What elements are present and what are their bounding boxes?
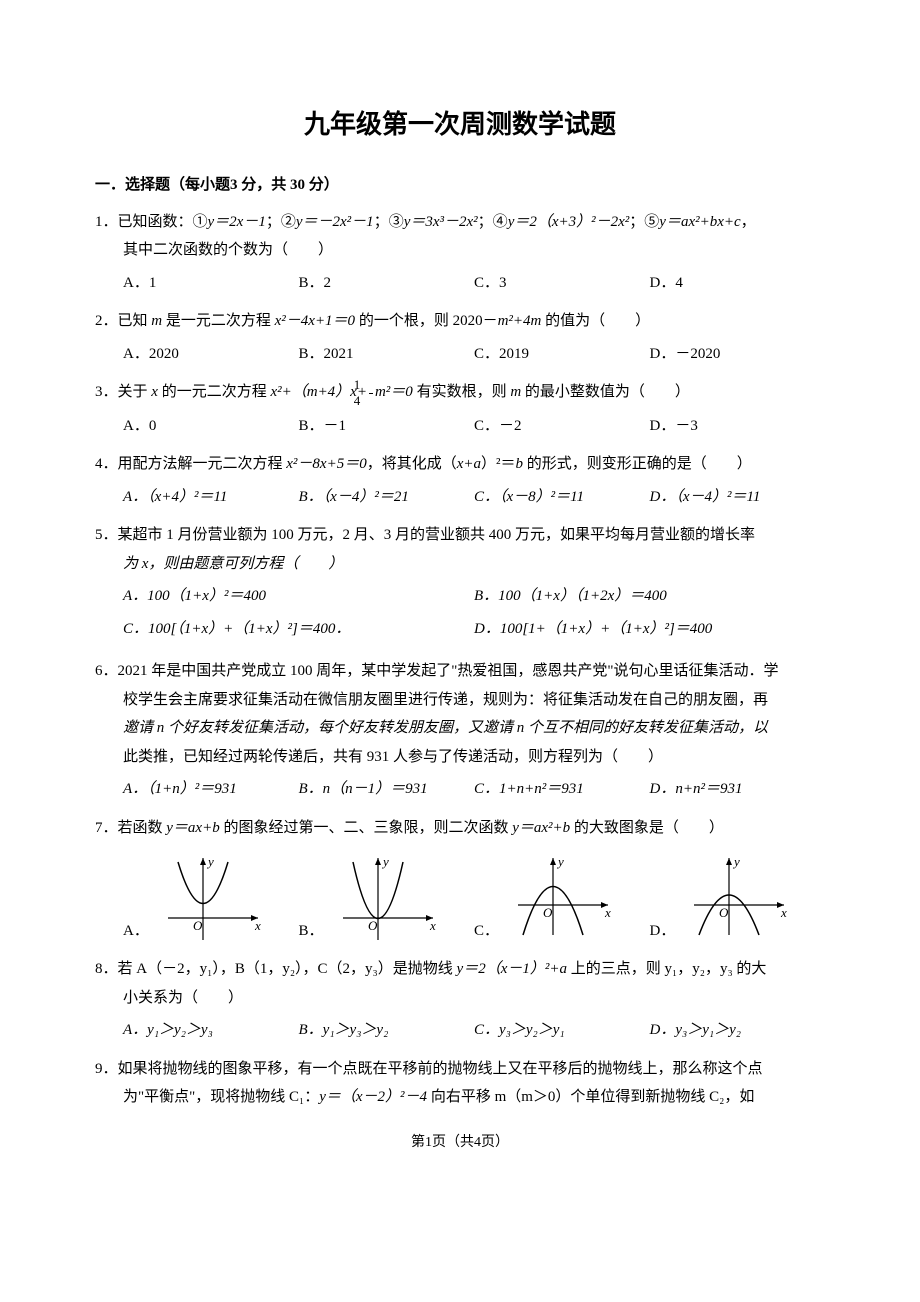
graph-label-d: D．: [650, 917, 676, 946]
option-d: D．－2020: [650, 340, 826, 369]
option-a: A．y₁＞y₂＞y₃: [123, 1016, 299, 1045]
question-9-line2: 为"平衡点"，现将抛物线 C₁：y＝（x－2）²－4 向右平移 m（m＞0）个单…: [95, 1083, 825, 1112]
fraction: 14: [369, 378, 373, 408]
svg-text:O: O: [543, 905, 553, 920]
question-8-text: 8．若 A（－2，y₁），B（1，y₂），C（2，y₃）是抛物线 y＝2（x－1…: [95, 955, 825, 984]
question-3-options: A．0 B．－1 C．－2 D．－3: [95, 412, 825, 441]
question-4-options: A．（x+4）²＝11 B．（x－4）²＝21 C．（x－8）²＝11 D．（x…: [95, 483, 825, 512]
option-c: C．（x－8）²＝11: [474, 483, 650, 512]
question-6-line1: 6．2021 年是中国共产党成立 100 周年，某中学发起了"热爱祖国，感恩共产…: [95, 657, 825, 686]
question-6-line3: 邀请 n 个好友转发征集活动，每个好友转发朋友圈，又邀请 n 个互不相同的好友转…: [95, 714, 825, 743]
graph-label-c: C．: [474, 917, 499, 946]
graph-option-d: D． y x O: [650, 850, 826, 945]
option-b: B．y₁＞y₃＞y₂: [299, 1016, 475, 1045]
option-a: A．（x+4）²＝11: [123, 483, 299, 512]
question-7-graphs: A． y x O B． y x O: [95, 850, 825, 945]
question-2-text: 2．已知 m 是一元二次方程 x²－4x+1＝0 的一个根，则 2020－m²+…: [95, 307, 825, 336]
option-d: D．100[1+（1+x）+（1+x）²]＝400: [474, 615, 825, 644]
option-a: A．1: [123, 269, 299, 298]
graph-option-c: C． y x O: [474, 850, 650, 945]
question-7-text: 7．若函数 y＝ax+b 的图象经过第一、二、三象限，则二次函数 y＝ax²+b…: [95, 814, 825, 843]
option-a: A．100（1+x）²＝400: [123, 582, 474, 611]
svg-text:O: O: [193, 918, 203, 933]
option-c: C．100[（1+x）+（1+x）²]＝400．: [123, 615, 474, 644]
question-6-options: A．（1+n）²＝931 B．n（n－1）＝931 C．1+n+n²＝931 D…: [95, 775, 825, 804]
page-footer: 第1页（共4页）: [95, 1130, 825, 1157]
question-6-line4: 此类推，已知经过两轮传递后，共有 931 人参与了传递活动，则方程列为（ ）: [95, 743, 825, 772]
page-title: 九年级第一次周测数学试题: [95, 100, 825, 149]
parabola-d-icon: y x O: [679, 850, 799, 945]
question-5-text: 5．某超市 1 月份营业额为 100 万元，2 月、3 月的营业额共 400 万…: [95, 521, 825, 550]
option-d: D．－3: [650, 412, 826, 441]
question-8-continued: 小关系为（ ）: [95, 984, 825, 1013]
svg-text:x: x: [429, 918, 436, 933]
question-1: 1．已知函数：①y＝2x－1；②y＝－2x²－1；③y＝3x³－2x²；④y＝2…: [95, 208, 825, 298]
option-c: C．－2: [474, 412, 650, 441]
question-3-text: 3．关于 x 的一元二次方程 x²+（m+4）x+14m²＝0 有实数根，则 m…: [95, 378, 825, 408]
option-c: C．1+n+n²＝931: [474, 775, 650, 804]
option-a: A．（1+n）²＝931: [123, 775, 299, 804]
option-a: A．0: [123, 412, 299, 441]
svg-text:x: x: [780, 905, 787, 920]
svg-text:y: y: [381, 854, 389, 869]
option-c: C．3: [474, 269, 650, 298]
option-b: B．2021: [299, 340, 475, 369]
question-1-options: A．1 B．2 C．3 D．4: [95, 269, 825, 298]
svg-text:O: O: [368, 918, 378, 933]
parabola-c-icon: y x O: [503, 850, 623, 945]
svg-text:O: O: [719, 905, 729, 920]
question-7: 7．若函数 y＝ax+b 的图象经过第一、二、三象限，则二次函数 y＝ax²+b…: [95, 814, 825, 946]
option-c: C．y₃＞y₂＞y₁: [474, 1016, 650, 1045]
section-header: 一．选择题（每小题3 分，共 30 分）: [95, 171, 825, 200]
svg-text:x: x: [604, 905, 611, 920]
question-5: 5．某超市 1 月份营业额为 100 万元，2 月、3 月的营业额共 400 万…: [95, 521, 825, 647]
question-1-text: 1．已知函数：①y＝2x－1；②y＝－2x²－1；③y＝3x³－2x²；④y＝2…: [95, 208, 825, 237]
question-3: 3．关于 x 的一元二次方程 x²+（m+4）x+14m²＝0 有实数根，则 m…: [95, 378, 825, 440]
option-d: D．n+n²＝931: [650, 775, 826, 804]
option-b: B．100（1+x）（1+2x）＝400: [474, 582, 825, 611]
question-6: 6．2021 年是中国共产党成立 100 周年，某中学发起了"热爱祖国，感恩共产…: [95, 657, 825, 804]
graph-label-b: B．: [299, 917, 324, 946]
question-9: 9．如果将抛物线的图象平移，有一个点既在平移前的抛物线上又在平移后的抛物线上，那…: [95, 1055, 825, 1112]
option-c: C．2019: [474, 340, 650, 369]
option-a: A．2020: [123, 340, 299, 369]
svg-text:y: y: [206, 854, 214, 869]
option-d: D．4: [650, 269, 826, 298]
option-b: B．（x－4）²＝21: [299, 483, 475, 512]
question-4-text: 4．用配方法解一元二次方程 x²－8x+5＝0，将其化成（x+a）²＝b 的形式…: [95, 450, 825, 479]
parabola-a-icon: y x O: [153, 850, 273, 945]
graph-option-b: B． y x O: [299, 850, 475, 945]
question-2: 2．已知 m 是一元二次方程 x²－4x+1＝0 的一个根，则 2020－m²+…: [95, 307, 825, 368]
parabola-b-icon: y x O: [328, 850, 448, 945]
question-2-options: A．2020 B．2021 C．2019 D．－2020: [95, 340, 825, 369]
svg-text:y: y: [732, 854, 740, 869]
option-b: B．－1: [299, 412, 475, 441]
question-5-options: A．100（1+x）²＝400 B．100（1+x）（1+2x）＝400 C．1…: [95, 582, 825, 647]
question-9-line1: 9．如果将抛物线的图象平移，有一个点既在平移前的抛物线上又在平移后的抛物线上，那…: [95, 1055, 825, 1084]
svg-text:y: y: [556, 854, 564, 869]
question-8: 8．若 A（－2，y₁），B（1，y₂），C（2，y₃）是抛物线 y＝2（x－1…: [95, 955, 825, 1045]
question-4: 4．用配方法解一元二次方程 x²－8x+5＝0，将其化成（x+a）²＝b 的形式…: [95, 450, 825, 511]
question-5-continued: 为 x，则由题意可列方程（ ）: [95, 550, 825, 579]
option-b: B．2: [299, 269, 475, 298]
option-b: B．n（n－1）＝931: [299, 775, 475, 804]
question-6-line2: 校学生会主席要求征集活动在微信朋友圈里进行传递，规则为：将征集活动发在自己的朋友…: [95, 686, 825, 715]
question-1-continued: 其中二次函数的个数为（ ）: [95, 236, 825, 265]
option-d: D．y₃＞y₁＞y₂: [650, 1016, 826, 1045]
graph-option-a: A． y x O: [123, 850, 299, 945]
option-d: D．（x－4）²＝11: [650, 483, 826, 512]
question-8-options: A．y₁＞y₂＞y₃ B．y₁＞y₃＞y₂ C．y₃＞y₂＞y₁ D．y₃＞y₁…: [95, 1016, 825, 1045]
svg-text:x: x: [254, 918, 261, 933]
graph-label-a: A．: [123, 917, 149, 946]
